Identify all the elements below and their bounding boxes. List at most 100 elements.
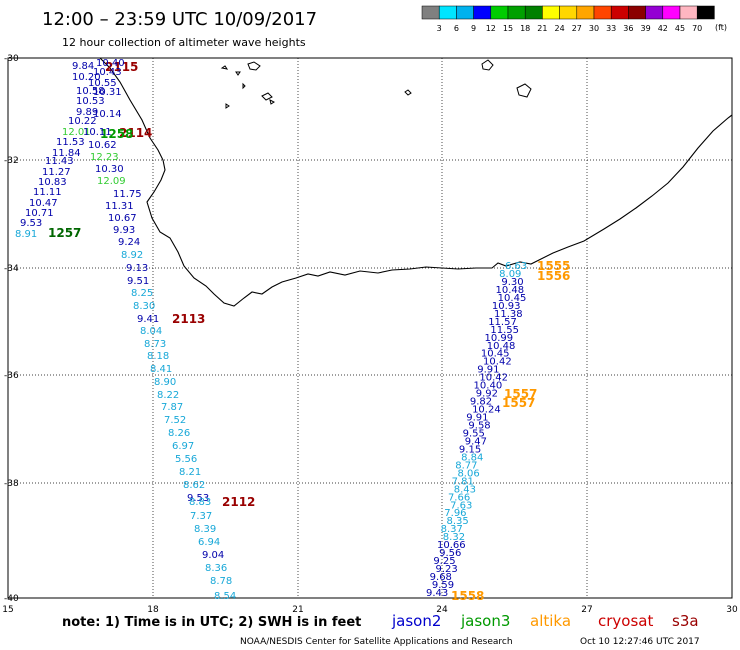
wave-height-label: 8.04 [140, 326, 162, 337]
wave-height-label: 9.23 [435, 564, 457, 575]
wave-height-label: 7.87 [161, 402, 183, 413]
wave-height-label: 9.24 [118, 237, 140, 248]
wave-height-label: 7.66 [448, 492, 470, 503]
wave-height-label: 11.84 [52, 148, 81, 159]
scale-swatch [421, 5, 440, 20]
wave-height-label: 10.93 [492, 301, 521, 312]
wave-height-label: 6.63 [505, 261, 527, 272]
pass-label-1258: 1258 [100, 127, 133, 141]
wave-height-label: 9.56 [439, 548, 461, 559]
wave-height-label: 7.52 [164, 415, 186, 426]
wave-height-label: 8.90 [154, 377, 176, 388]
lon-tick-label: 30 [726, 605, 738, 615]
wave-height-label: 8.77 [455, 460, 477, 471]
scale-swatch [559, 5, 578, 20]
wave-height-label: 5.56 [175, 454, 197, 465]
scale-label: 18 [520, 24, 530, 33]
wave-height-label: 11.43 [45, 156, 74, 167]
wave-height-label: 10.24 [472, 405, 501, 416]
wave-height-label: 6.97 [172, 441, 194, 452]
scale-swatch [456, 5, 474, 20]
scale-swatch [473, 5, 492, 20]
wave-height-label: 10.30 [95, 164, 124, 175]
wave-height-label: 10.20 [72, 72, 101, 83]
scale-swatch [524, 5, 543, 20]
footer-timestamp: Oct 10 12:27:46 UTC 2017 [580, 637, 700, 647]
lon-tick-label: 18 [147, 605, 159, 615]
wave-height-label: 9.43 [426, 588, 448, 599]
scale-swatch [576, 5, 595, 20]
scale-label: 12 [486, 24, 496, 33]
wave-height-label: 12.01 [62, 127, 91, 138]
lat-tick-label: -30 [4, 54, 19, 64]
scale-label: 6 [454, 24, 459, 33]
wave-height-label: 12.09 [97, 176, 126, 187]
wave-height-label: 10.99 [485, 333, 514, 344]
latitude-ticks: -30 -32 -34 -36 -38 -40 [4, 54, 19, 604]
longitude-ticks: 15 18 21 24 27 30 [2, 605, 738, 615]
wave-height-label: 11.53 [56, 137, 85, 148]
legend-jason3: jason3 [460, 612, 510, 630]
wave-height-label: 10.22 [68, 116, 97, 127]
scale-swatch [662, 5, 681, 20]
legend-jason2: jason2 [391, 612, 441, 630]
scale-label: 30 [589, 24, 599, 33]
wave-height-label: 9.53 [20, 218, 42, 229]
scale-label: 39 [641, 24, 651, 33]
wave-height-label: 10.42 [483, 357, 512, 368]
wave-height-label: 10.43 [93, 67, 122, 78]
wave-height-label: 8.37 [441, 524, 463, 535]
pass-label-1558: 1558 [451, 589, 484, 603]
wave-height-label: 10.42 [479, 373, 508, 384]
wave-height-label: 9.89 [76, 107, 98, 118]
wave-height-label: 8.22 [157, 390, 179, 401]
wave-height-label: 9.82 [470, 397, 492, 408]
lon-tick-label: 21 [292, 605, 303, 615]
scale-swatch [490, 5, 509, 20]
wave-height-label: 11.31 [105, 201, 134, 212]
wave-height-label: 10.66 [437, 540, 466, 551]
wave-height-label: 8.36 [205, 563, 227, 574]
legend-cryosat: cryosat [598, 612, 653, 630]
pass-label-1557b: 1557 [502, 396, 535, 410]
wave-height-label: 10.55 [88, 78, 117, 89]
wave-height-label: 9.91 [466, 413, 488, 424]
wave-height-label: 10.58 [76, 86, 105, 97]
scale-swatch [542, 5, 560, 20]
wave-height-label: 10.48 [496, 285, 525, 296]
wave-height-label: 9.41 [137, 314, 159, 325]
wave-height-label: 8.62 [183, 480, 205, 491]
wave-height-label: 10.11 [83, 127, 112, 138]
wave-height-label: 9.30 [501, 277, 523, 288]
lon-tick-label: 24 [436, 605, 448, 615]
wave-height-label: 10.40 [474, 381, 503, 392]
pass-label-2113: 2113 [172, 312, 205, 326]
scale-label: 42 [658, 24, 668, 33]
scale-swatch [679, 5, 698, 20]
coastline [99, 57, 733, 307]
wave-height-label: 7.81 [452, 476, 474, 487]
lat-tick-label: -36 [4, 371, 19, 381]
scale-swatch [593, 5, 612, 20]
wave-height-label: 9.25 [433, 556, 455, 567]
pass-label-1556: 1556 [537, 269, 570, 283]
pass-label-1257: 1257 [48, 226, 81, 240]
wave-height-label: 9.53 [187, 493, 209, 504]
wave-height-label: 9.84 [72, 61, 94, 72]
lon-tick-label: 15 [2, 605, 13, 615]
wave-height-readings: 9.84 10.4010.4310.5510.2010.5810.3110.539… [15, 58, 527, 602]
wave-height-label: 8.32 [443, 532, 465, 543]
scale-label: 9 [471, 24, 476, 33]
wave-height-label: 10.62 [88, 140, 117, 151]
scale-label: 36 [623, 24, 633, 33]
wave-height-label: 8.83 [189, 497, 211, 508]
wave-height-label: 11.38 [494, 309, 523, 320]
lat-tick-label: -32 [4, 156, 19, 166]
scale-swatch [507, 5, 526, 20]
pass-label-1557a: 1557 [504, 387, 537, 401]
pass-label-1555: 1555 [537, 259, 570, 273]
wave-height-label: 8.54 [214, 591, 236, 602]
wave-height-label: 8.84 [461, 452, 483, 463]
wave-height-label: 7.96 [444, 508, 466, 519]
